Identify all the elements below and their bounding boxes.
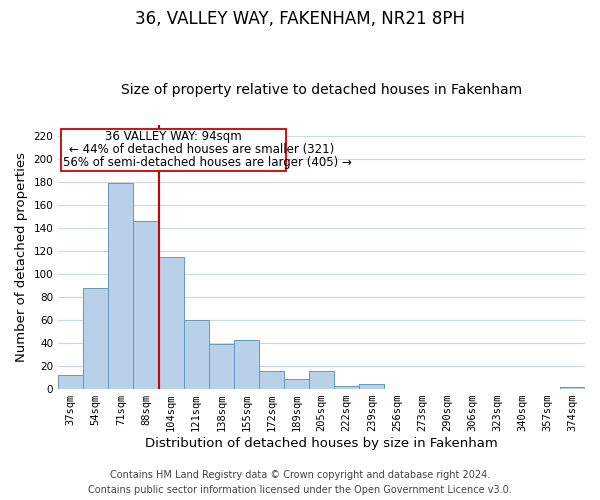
Bar — [58, 376, 83, 389]
X-axis label: Distribution of detached houses by size in Fakenham: Distribution of detached houses by size … — [145, 437, 498, 450]
Bar — [109, 183, 133, 389]
Bar — [83, 288, 109, 389]
Bar — [184, 320, 209, 389]
Bar — [284, 378, 309, 389]
Text: Contains HM Land Registry data © Crown copyright and database right 2024.
Contai: Contains HM Land Registry data © Crown c… — [88, 470, 512, 495]
Bar — [234, 340, 259, 389]
Title: Size of property relative to detached houses in Fakenham: Size of property relative to detached ho… — [121, 83, 522, 97]
Text: 56% of semi-detached houses are larger (405) →: 56% of semi-detached houses are larger (… — [64, 156, 352, 169]
Y-axis label: Number of detached properties: Number of detached properties — [15, 152, 28, 362]
Bar — [209, 344, 234, 389]
Text: 36 VALLEY WAY: 94sqm: 36 VALLEY WAY: 94sqm — [105, 130, 242, 143]
Bar — [560, 387, 585, 389]
Bar — [334, 386, 359, 389]
Bar — [158, 257, 184, 389]
Bar — [359, 384, 385, 389]
Bar — [259, 370, 284, 389]
Text: 36, VALLEY WAY, FAKENHAM, NR21 8PH: 36, VALLEY WAY, FAKENHAM, NR21 8PH — [135, 10, 465, 28]
Text: ← 44% of detached houses are smaller (321): ← 44% of detached houses are smaller (32… — [68, 142, 334, 156]
FancyBboxPatch shape — [61, 129, 286, 170]
Bar — [309, 370, 334, 389]
Bar — [133, 221, 158, 389]
